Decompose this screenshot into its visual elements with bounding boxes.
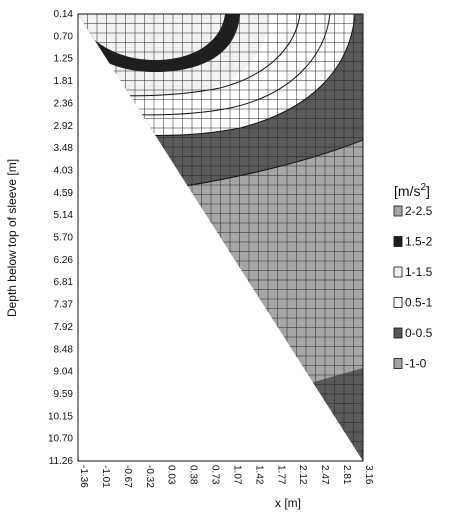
y-tick-label: 10.15 (48, 411, 73, 422)
y-tick-label: 2.92 (54, 121, 74, 132)
legend-swatch (393, 297, 403, 308)
y-axis-title: Depth below top of sleeve [m] (5, 159, 19, 317)
y-tick-label: 5.14 (54, 210, 74, 221)
x-axis-title: x [m] (275, 496, 301, 510)
y-tick-label: 9.59 (54, 389, 74, 400)
contour-fill-layer (78, 14, 363, 461)
legend-title-text: [m/s (394, 183, 420, 199)
legend-label: -1-0 (405, 357, 427, 371)
y-tick-label: 5.70 (54, 233, 74, 244)
y-tick-label: 7.92 (54, 322, 74, 333)
y-tick-label: 10.70 (48, 434, 73, 445)
legend-entries: 2-2.5 1.5-2 1-1.5 0.5-1 0-0.5 -1-0 (393, 204, 433, 371)
y-tick-label: 8.48 (54, 344, 74, 355)
y-tick-label: 0.14 (54, 9, 74, 20)
x-axis-ticks: -1.36 -1.01 -0.67 -0.32 0.03 0.38 0.73 1.07 1.42… (78, 465, 374, 488)
y-tick-label: 7.37 (54, 300, 74, 311)
legend-label: 1.5-2 (405, 235, 433, 249)
y-tick-label: 1.81 (54, 76, 74, 87)
y-tick-label: 0.70 (54, 31, 74, 42)
y-tick-label: 6.81 (54, 277, 74, 288)
x-tick-label: 1.77 (275, 465, 286, 485)
x-tick-label: 1.07 (231, 465, 242, 485)
x-tick-label: 2.47 (319, 465, 330, 485)
legend-swatch (393, 358, 403, 369)
legend-swatch (393, 205, 403, 217)
y-tick-label: 2.36 (54, 98, 74, 109)
x-tick-label: 0.38 (188, 465, 199, 485)
legend: [m/s2] 2-2.5 1.5-2 1-1.5 0.5-1 0-0.5 -1-0 (393, 182, 433, 371)
x-tick-label: 2.12 (297, 465, 308, 485)
x-tick-label: -0.67 (122, 465, 133, 488)
x-tick-label: 2.81 (341, 465, 352, 485)
legend-label: 2-2.5 (405, 204, 433, 218)
legend-title: [m/s2] (394, 182, 430, 199)
legend-swatch (393, 266, 403, 278)
zone-inner-light (78, 14, 225, 61)
legend-label: 0.5-1 (405, 296, 433, 310)
y-tick-label: 1.25 (54, 54, 74, 65)
legend-title-close: ] (426, 183, 430, 199)
x-tick-label: 0.73 (210, 465, 221, 485)
x-tick-label: -0.32 (144, 465, 155, 488)
y-axis-ticks: 0.14 0.70 1.25 1.81 2.36 2.92 3.48 4.03 4.59 5.14… (48, 9, 73, 467)
y-tick-label: 9.04 (54, 367, 74, 378)
x-tick-label: 1.42 (253, 465, 264, 485)
legend-label: 1-1.5 (405, 265, 433, 279)
plot-frame (77, 13, 364, 462)
y-tick-label: 3.48 (54, 143, 74, 154)
x-tick-label: 3.16 (363, 465, 374, 485)
legend-label: 0-0.5 (405, 326, 433, 340)
x-tick-label: -1.36 (78, 465, 89, 488)
legend-swatch (393, 236, 403, 247)
x-tick-label: 0.03 (166, 465, 177, 485)
y-tick-label: 4.59 (54, 188, 74, 199)
plot-area (77, 13, 364, 462)
y-tick-label: 6.26 (54, 255, 74, 266)
legend-title-sup: 2 (420, 182, 426, 193)
x-tick-label: -1.01 (100, 465, 111, 488)
y-tick-label: 11.26 (49, 456, 74, 467)
legend-swatch (393, 327, 403, 339)
y-tick-label: 4.03 (54, 165, 74, 176)
